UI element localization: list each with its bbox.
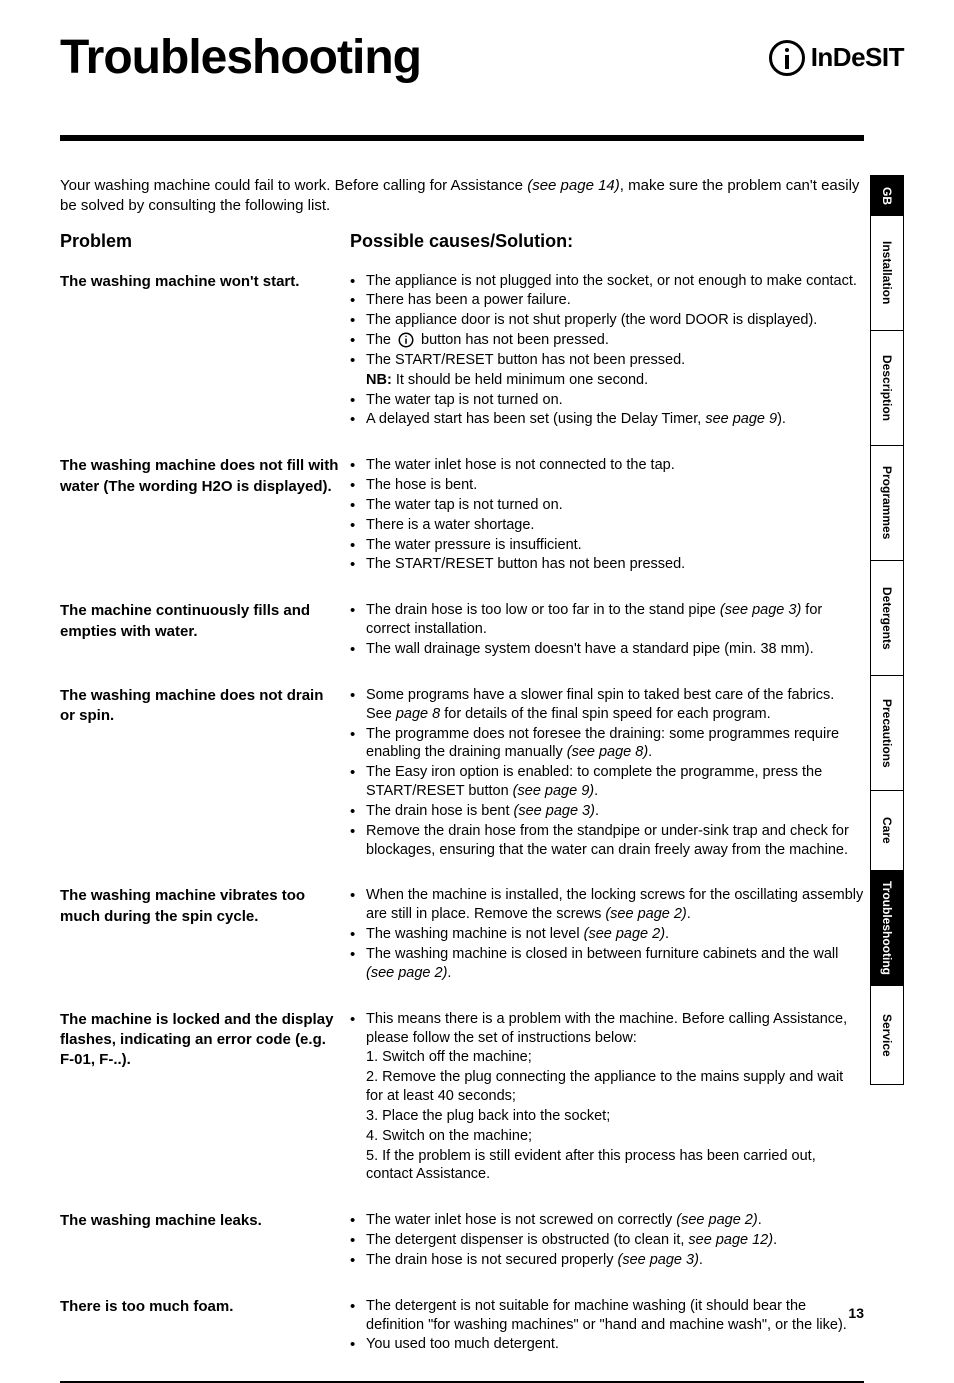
solution-item: The START/RESET button has not been pres… <box>350 555 864 574</box>
solution-item: The button has not been pressed. <box>350 331 864 350</box>
page-header: Troubleshooting InDeSIT <box>60 30 904 85</box>
solution-item: You used too much detergent. <box>350 1335 864 1354</box>
solution-item: 4. Switch on the machine; <box>350 1127 864 1146</box>
troubleshoot-row: There is too much foam.The detergent is … <box>60 1297 864 1356</box>
intro-paragraph: Your washing machine could fail to work.… <box>60 176 864 217</box>
intro-prefix: Your washing machine could fail to work.… <box>60 177 527 194</box>
page-number: 13 <box>848 1305 864 1321</box>
solution-list: The drain hose is too low or too far in … <box>350 601 864 660</box>
brand-name: InDeSIT <box>811 42 904 73</box>
side-tab-description[interactable]: Description <box>870 330 904 445</box>
solution-item: 1. Switch off the machine; <box>350 1048 864 1067</box>
problem-label: The washing machine leaks. <box>60 1211 350 1271</box>
problem-label: The washing machine does not fill with w… <box>60 456 350 575</box>
page-title: Troubleshooting <box>60 30 421 85</box>
troubleshoot-row: The machine continuously fills and empti… <box>60 601 864 660</box>
brand-logo: InDeSIT <box>769 40 904 76</box>
troubleshoot-row: The washing machine leaks.The water inle… <box>60 1211 864 1271</box>
side-tab-precautions[interactable]: Precautions <box>870 675 904 790</box>
side-tab-programmes[interactable]: Programmes <box>870 445 904 560</box>
solution-item: The water pressure is insufficient. <box>350 536 864 555</box>
solution-item: Remove the drain hose from the standpipe… <box>350 822 864 860</box>
problem-label: The washing machine vibrates too much du… <box>60 886 350 983</box>
side-tabs: GBInstallationDescriptionProgrammesDeter… <box>870 175 904 1085</box>
solution-header: Possible causes/Solution: <box>350 231 573 252</box>
solution-list: When the machine is installed, the locki… <box>350 886 864 983</box>
solution-item: 5. If the problem is still evident after… <box>350 1147 864 1185</box>
side-tab-detergents[interactable]: Detergents <box>870 560 904 675</box>
solution-item: The drain hose is bent (see page 3). <box>350 802 864 821</box>
solution-item: The water inlet hose is not screwed on c… <box>350 1211 864 1230</box>
solution-item: NB: It should be held minimum one second… <box>350 371 864 390</box>
side-tab-installation[interactable]: Installation <box>870 215 904 330</box>
content: Your washing machine could fail to work.… <box>60 176 864 1355</box>
solution-item: 3. Place the plug back into the socket; <box>350 1107 864 1126</box>
brand-power-icon <box>769 40 805 76</box>
troubleshoot-row: The washing machine does not drain or sp… <box>60 686 864 861</box>
troubleshoot-row: The washing machine won't start.The appl… <box>60 272 864 431</box>
power-button-icon <box>395 331 417 349</box>
solution-item: When the machine is installed, the locki… <box>350 886 864 924</box>
solution-item: The drain hose is not secured properly (… <box>350 1251 864 1270</box>
header-divider <box>60 135 864 141</box>
problem-label: The washing machine won't start. <box>60 272 350 431</box>
solution-item: A delayed start has been set (using the … <box>350 410 864 429</box>
solution-list: The water inlet hose is not connected to… <box>350 456 864 575</box>
problem-label: The machine continuously fills and empti… <box>60 601 350 660</box>
solution-item: The washing machine is closed in between… <box>350 945 864 983</box>
side-tab-troubleshooting[interactable]: Troubleshooting <box>870 870 904 985</box>
solution-item: The wall drainage system doesn't have a … <box>350 640 864 659</box>
solution-item: The appliance door is not shut properly … <box>350 311 864 330</box>
troubleshoot-row: The washing machine does not fill with w… <box>60 456 864 575</box>
column-headers: Problem Possible causes/Solution: <box>60 231 864 252</box>
solution-item: The detergent dispenser is obstructed (t… <box>350 1231 864 1250</box>
solution-item: The drain hose is too low or too far in … <box>350 601 864 639</box>
problem-label: The machine is locked and the display fl… <box>60 1010 350 1186</box>
solution-item: This means there is a problem with the m… <box>350 1010 864 1048</box>
side-tab-service[interactable]: Service <box>870 985 904 1085</box>
troubleshoot-row: The machine is locked and the display fl… <box>60 1010 864 1186</box>
side-tab-care[interactable]: Care <box>870 790 904 870</box>
troubleshoot-row: The washing machine vibrates too much du… <box>60 886 864 983</box>
solution-item: The water tap is not turned on. <box>350 496 864 515</box>
intro-page-ref: (see page 14) <box>527 177 620 194</box>
solution-item: The water tap is not turned on. <box>350 391 864 410</box>
solution-item: The Easy iron option is enabled: to comp… <box>350 763 864 801</box>
solution-item: 2. Remove the plug connecting the applia… <box>350 1068 864 1106</box>
problem-header: Problem <box>60 231 350 252</box>
solution-item: There is a water shortage. <box>350 516 864 535</box>
solution-list: This means there is a problem with the m… <box>350 1010 864 1186</box>
solution-item: The washing machine is not level (see pa… <box>350 925 864 944</box>
solution-list: The appliance is not plugged into the so… <box>350 272 864 431</box>
solution-item: The appliance is not plugged into the so… <box>350 272 864 291</box>
solution-list: The detergent is not suitable for machin… <box>350 1297 864 1356</box>
side-tab-gb[interactable]: GB <box>870 175 904 215</box>
solution-item: The programme does not foresee the drain… <box>350 725 864 763</box>
solution-item: The detergent is not suitable for machin… <box>350 1297 864 1335</box>
solution-item: Some programs have a slower final spin t… <box>350 686 864 724</box>
solution-item: The hose is bent. <box>350 476 864 495</box>
solution-item: There has been a power failure. <box>350 291 864 310</box>
problem-label: The washing machine does not drain or sp… <box>60 686 350 861</box>
problem-label: There is too much foam. <box>60 1297 350 1356</box>
troubleshoot-sections: The washing machine won't start.The appl… <box>60 272 864 1356</box>
solution-list: The water inlet hose is not screwed on c… <box>350 1211 864 1271</box>
solution-item: The water inlet hose is not connected to… <box>350 456 864 475</box>
solution-list: Some programs have a slower final spin t… <box>350 686 864 861</box>
solution-item: The START/RESET button has not been pres… <box>350 351 864 370</box>
